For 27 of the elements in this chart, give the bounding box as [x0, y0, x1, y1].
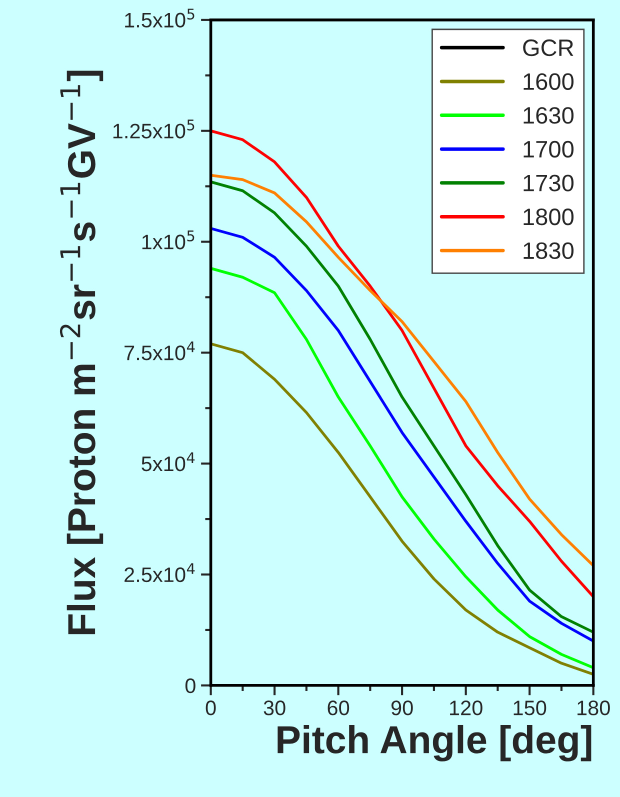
x-axis-title: Pitch Angle [deg]	[278, 724, 592, 762]
y-tick-label: 2.5x10$^{4}$	[124, 563, 195, 582]
y-tick-label: 1.5x10$^{5}$	[125, 8, 194, 28]
line-series	[210, 174, 594, 568]
y-tick-label: 1.25x10$^{5}$	[113, 120, 194, 138]
x-tick-label: 150	[514, 700, 546, 716]
y-tick-label: 5x10$^{4}$	[142, 452, 195, 472]
legend-label: 1630	[524, 107, 574, 124]
legend-label: GCR	[523, 39, 574, 56]
x-tick-label: 180	[578, 700, 610, 716]
legend-label: 1600	[524, 73, 574, 90]
x-tick-label: 120	[450, 700, 482, 716]
line-series	[210, 266, 594, 670]
legend-label: 1830	[524, 242, 574, 260]
legend-label: 1730	[524, 174, 574, 192]
y-tick-label: 1x10$^{5}$	[142, 230, 194, 250]
y-tick-label: 0	[185, 678, 196, 694]
legend-label: 1700	[524, 140, 574, 158]
x-tick-label: 0	[206, 700, 216, 716]
text: Flux [Proton m$^{−2}$sr$^{−1}$s$^{−1}$GV$^{−1}$]	[60, 70, 104, 634]
legend-label: 1800	[524, 208, 574, 226]
y-tick-label: 7.5x10$^{4}$	[124, 341, 195, 360]
x-tick-label: 60	[328, 700, 350, 716]
x-tick-label: 90	[391, 700, 413, 716]
x-tick-label: 30	[264, 700, 286, 716]
line-series	[210, 342, 594, 676]
line-series	[210, 129, 594, 598]
